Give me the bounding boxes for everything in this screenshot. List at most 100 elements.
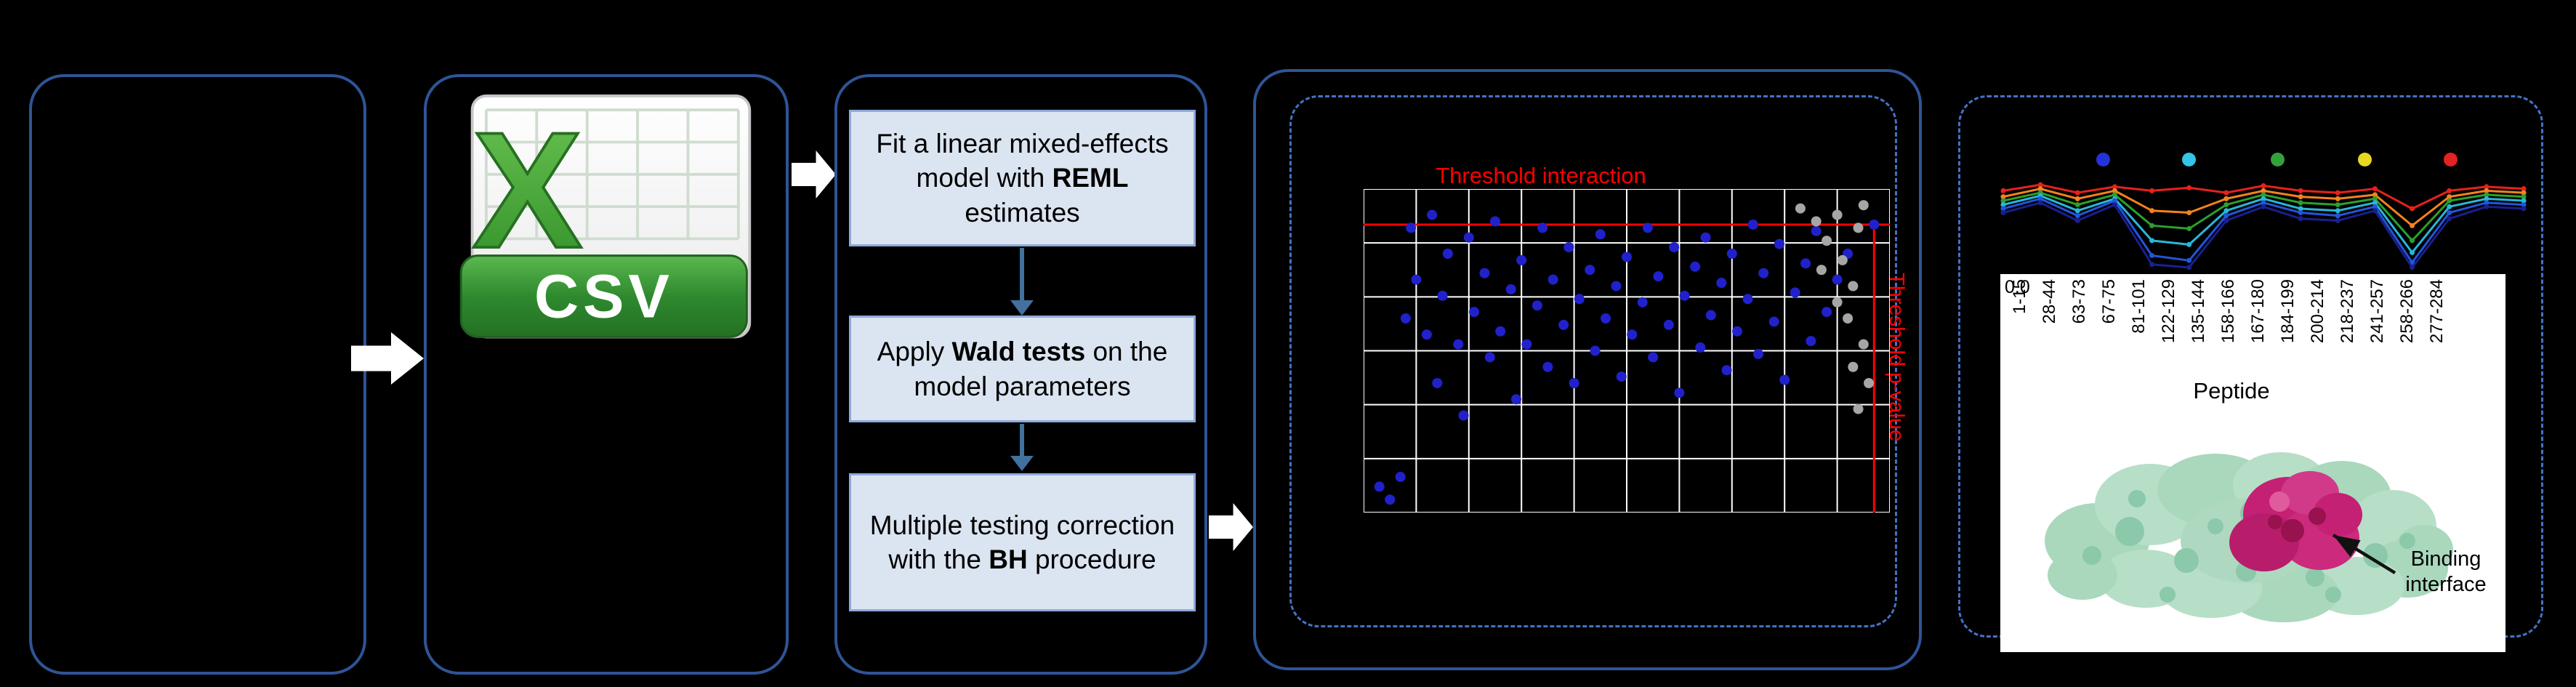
uptake-marker-blue — [2372, 204, 2378, 209]
uptake-marker-green — [2484, 192, 2490, 198]
csv-file-icon-graphic: X CSV — [459, 94, 752, 339]
scatter-point-significant — [1521, 339, 1532, 350]
peptide-tick-label: 63-73 — [2069, 279, 2089, 324]
uptake-marker-navy — [2037, 200, 2043, 206]
uptake-marker-orange — [2447, 194, 2452, 200]
scatter-point-nonsignificant — [1816, 265, 1827, 276]
threshold-pvalue-label: Threshold p-value — [1885, 273, 1908, 442]
scatter-point-significant — [1590, 345, 1601, 356]
scatter-point-significant — [1747, 219, 1758, 230]
scatter-point-significant — [1753, 348, 1763, 359]
scatter-point-significant — [1542, 361, 1553, 372]
uptake-marker-red — [2410, 206, 2415, 212]
uptake-marker-cyan — [2298, 206, 2303, 212]
uptake-marker-green — [2298, 200, 2303, 206]
arrow-right-icon — [792, 150, 836, 198]
volcano-scatter-plot — [1364, 189, 1890, 513]
threshold-interaction-label: Threshold interaction — [1436, 163, 1646, 188]
peptide-tick-label: 167-180 — [2248, 279, 2268, 344]
arrow-right-icon — [1209, 503, 1253, 551]
uptake-marker-blue — [2037, 196, 2043, 201]
uptake-marker-orange — [2037, 186, 2043, 192]
scatter-point-significant — [1705, 310, 1716, 321]
uptake-marker-cyan — [2261, 196, 2266, 201]
scatter-point-significant — [1400, 313, 1411, 324]
uptake-marker-cyan — [2000, 202, 2006, 208]
scatter-point-significant — [1537, 222, 1548, 233]
uptake-marker-cyan — [2149, 238, 2155, 244]
scatter-point-nonsignificant — [1853, 403, 1864, 414]
uptake-marker-cyan — [2521, 198, 2527, 204]
peptide-tick-label: 1-15 — [2010, 279, 2029, 315]
scatter-point-significant — [1569, 378, 1579, 388]
uptake-marker-red — [2074, 190, 2080, 196]
uptake-marker-orange — [2484, 188, 2490, 193]
timepoint-legend — [2096, 153, 2467, 167]
binding-interface-arrow-icon — [2332, 534, 2396, 574]
scatter-point-nonsignificant — [1864, 378, 1875, 388]
uptake-marker-green — [2335, 202, 2340, 208]
uptake-marker-blue — [2447, 210, 2452, 216]
uptake-marker-navy — [2000, 210, 2006, 216]
flow-step-bh: Multiple testing correction with the BH … — [849, 473, 1196, 611]
scatter-point-significant — [1832, 274, 1843, 285]
uptake-marker-red — [2335, 190, 2340, 196]
uptake-marker-navy — [2298, 216, 2303, 222]
uptake-marker-red — [2447, 188, 2452, 193]
protein-structure-image — [2045, 452, 2453, 622]
timepoint-dot-icon — [2271, 153, 2285, 166]
uptake-marker-orange — [2335, 196, 2340, 201]
scatter-point-significant — [1758, 268, 1769, 278]
scatter-point-nonsignificant — [1795, 203, 1806, 214]
uptake-marker-navy — [2149, 262, 2155, 268]
scatter-point-significant — [1669, 242, 1680, 253]
scatter-point-significant — [1601, 313, 1611, 324]
scatter-point-significant — [1674, 387, 1685, 398]
scatter-point-nonsignificant — [1822, 236, 1832, 246]
uptake-marker-cyan — [2484, 196, 2490, 201]
scatter-point-significant — [1463, 232, 1474, 243]
scatter-point-nonsignificant — [1843, 313, 1853, 324]
uptake-marker-blue — [2112, 198, 2117, 204]
uptake-marker-blue — [2186, 257, 2192, 263]
csv-banner-label: CSV — [534, 261, 674, 330]
flow-step-wald-text: Apply Wald tests on the model parameters — [877, 337, 1168, 401]
binding-interface-region — [2229, 471, 2362, 571]
uptake-marker-orange — [2410, 222, 2415, 228]
uptake-marker-green — [2261, 192, 2266, 198]
uptake-marker-green — [2074, 202, 2080, 208]
scatter-point-significant — [1679, 290, 1690, 301]
uptake-marker-blue — [2074, 213, 2080, 219]
uptake-marker-orange — [2186, 210, 2192, 216]
uptake-marker-green — [2372, 196, 2378, 201]
uptake-marker-navy — [2223, 218, 2229, 223]
arrow-right-icon — [351, 332, 424, 385]
csv-x-letter: X — [472, 98, 583, 283]
scatter-point-significant — [1648, 352, 1659, 363]
uptake-marker-orange — [2298, 194, 2303, 200]
uptake-marker-cyan — [2335, 208, 2340, 214]
uptake-marker-navy — [2112, 202, 2117, 208]
scatter-point-significant — [1484, 352, 1495, 363]
x-axis-title: Peptide — [2193, 378, 2270, 403]
scatter-point-significant — [1442, 249, 1453, 259]
scatter-point-significant — [1774, 238, 1784, 249]
timepoint-dot-icon — [2182, 153, 2196, 166]
scatter-point-significant — [1432, 378, 1443, 388]
uptake-marker-blue — [2484, 200, 2490, 206]
scatter-point-significant — [1721, 365, 1732, 376]
scatter-point-significant — [1458, 410, 1469, 421]
scatter-point-nonsignificant — [1853, 222, 1864, 233]
uptake-marker-red — [2037, 182, 2043, 188]
scatter-point-significant — [1695, 342, 1706, 353]
scatter-point-significant — [1811, 225, 1822, 236]
peptide-tick-label: 241-257 — [2367, 279, 2387, 344]
arrow-down-icon — [1010, 424, 1034, 471]
uptake-marker-red — [2000, 188, 2006, 193]
scatter-point-significant — [1700, 232, 1711, 243]
scatter-point-significant — [1395, 472, 1406, 483]
uptake-marker-blue — [2149, 252, 2155, 258]
scatter-point-significant — [1869, 219, 1880, 230]
uptake-marker-navy — [2335, 218, 2340, 223]
uptake-marker-navy — [2484, 204, 2490, 209]
